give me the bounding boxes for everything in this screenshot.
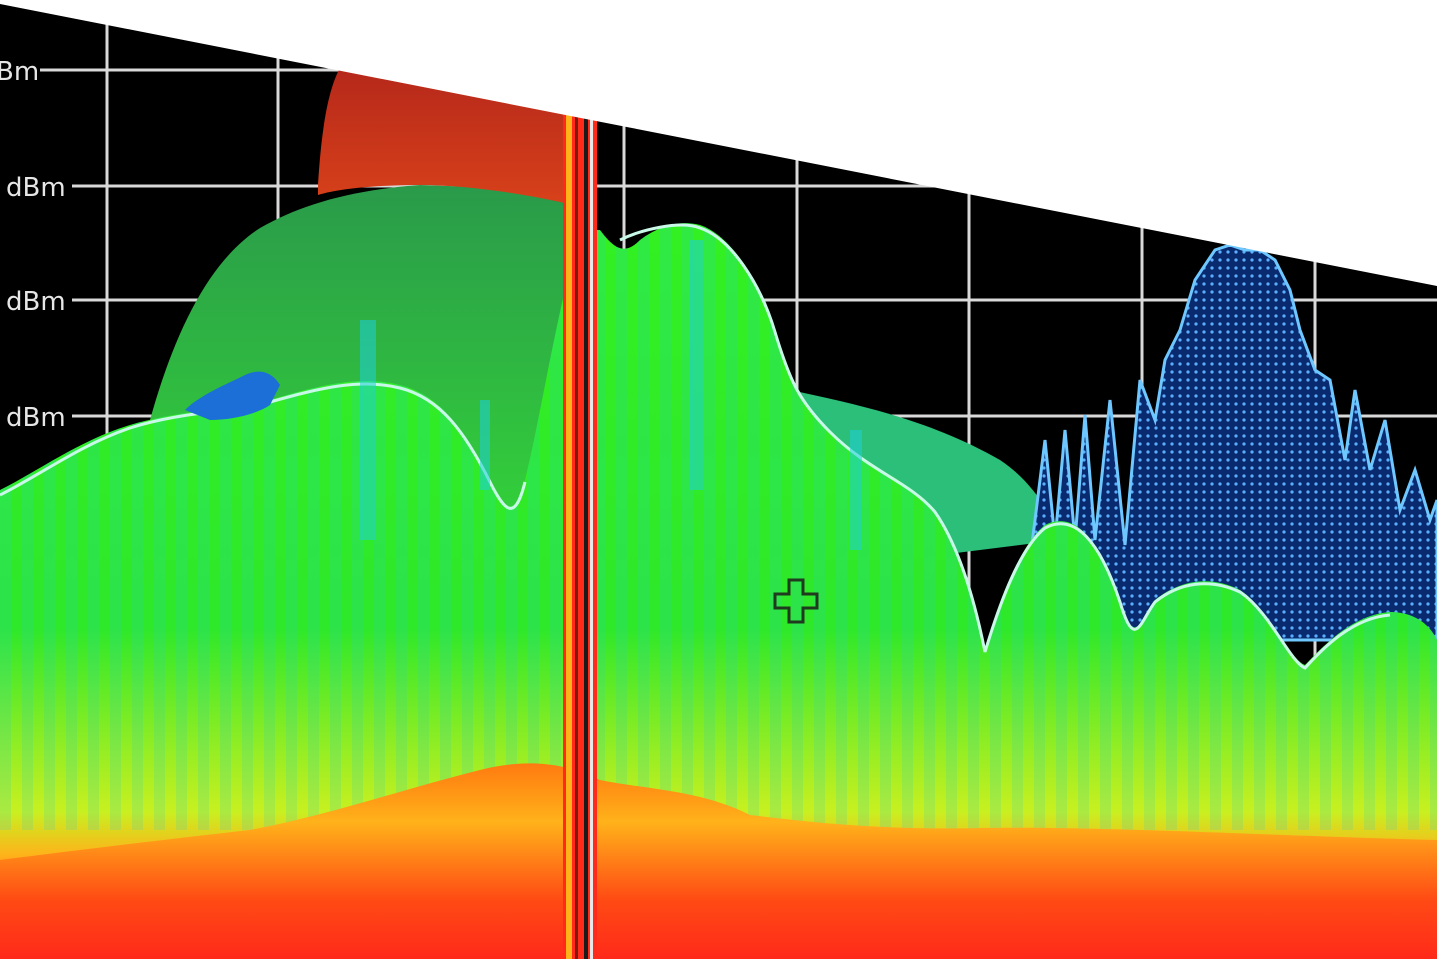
y-axis-label-3: dBm <box>6 287 66 317</box>
cyan-highlights <box>360 240 862 550</box>
sparse-blue-patch <box>185 371 280 420</box>
carrier-signal <box>563 110 597 959</box>
y-axis-label-2: dBm <box>6 173 66 203</box>
occluding-overlay <box>0 0 1437 286</box>
sparse-blue-signal <box>1028 243 1437 642</box>
y-axis-label-top: Bm <box>0 57 39 87</box>
crosshair-cursor-icon[interactable] <box>773 578 819 624</box>
y-axis-label-4: dBm <box>6 403 66 433</box>
density-striations <box>0 223 1437 830</box>
noise-floor-band <box>0 763 1437 959</box>
peak-hold-trace <box>0 223 1391 670</box>
